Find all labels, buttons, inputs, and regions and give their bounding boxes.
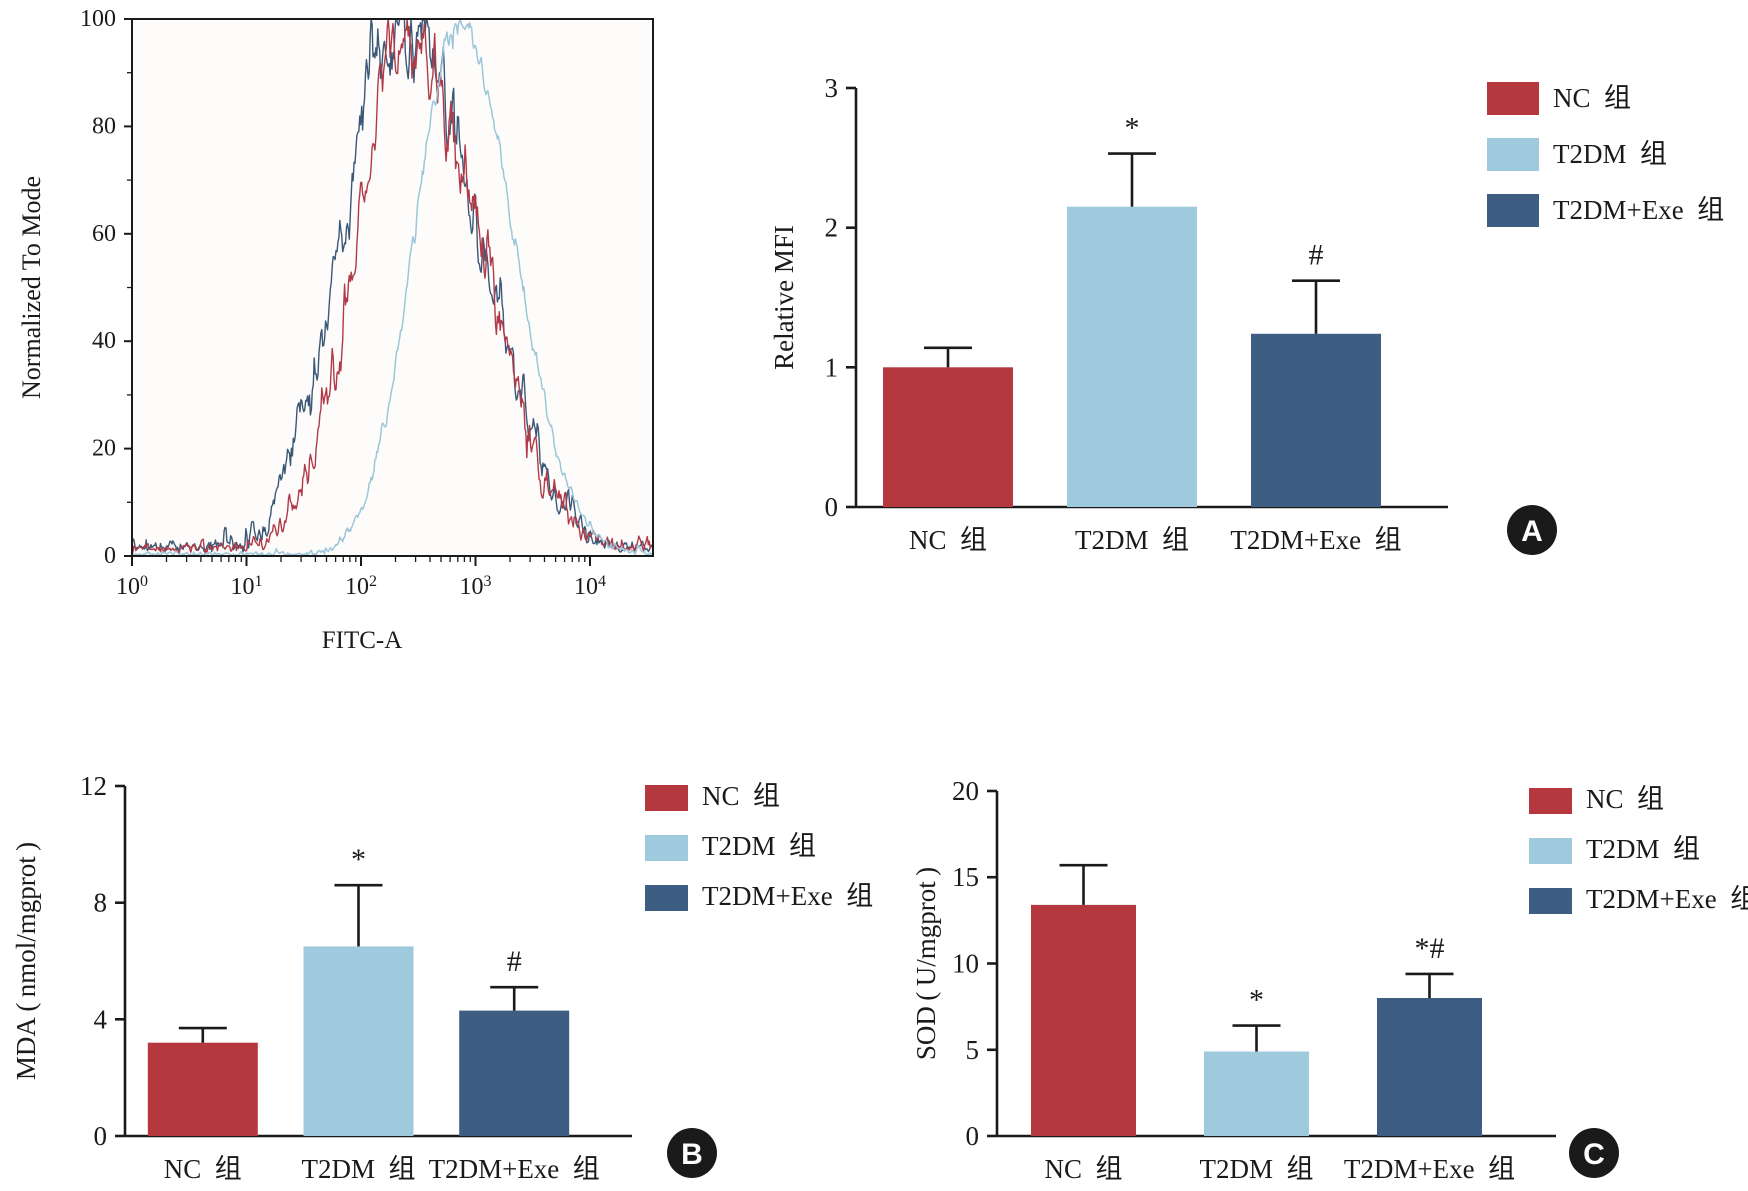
svg-text:0: 0 [94, 1121, 108, 1151]
svg-text:NC 组: NC 组 [702, 781, 780, 811]
svg-text:T2DM 组: T2DM 组 [1553, 139, 1667, 169]
svg-text:*: * [1249, 984, 1264, 1017]
svg-text:Relative MFI: Relative MFI [769, 225, 799, 370]
svg-text:3: 3 [825, 73, 839, 103]
svg-text:20: 20 [952, 776, 979, 806]
svg-text:0: 0 [825, 492, 839, 522]
svg-text:T2DM+Exe 组: T2DM+Exe 组 [1586, 884, 1748, 914]
svg-text:T2DM 组: T2DM 组 [1586, 834, 1700, 864]
svg-text:NC 组: NC 组 [1586, 784, 1664, 814]
svg-text:5: 5 [966, 1035, 980, 1065]
svg-text:#: # [1309, 239, 1324, 272]
svg-text:T2DM 组: T2DM 组 [302, 1154, 416, 1184]
svg-text:NC 组: NC 组 [164, 1154, 242, 1184]
svg-text:T2DM+Exe 组: T2DM+Exe 组 [1344, 1154, 1515, 1184]
svg-text:1: 1 [825, 352, 839, 382]
svg-text:T2DM+Exe 组: T2DM+Exe 组 [702, 881, 873, 911]
svg-text:4: 4 [94, 1004, 108, 1034]
svg-text:T2DM 组: T2DM 组 [1075, 525, 1189, 555]
svg-text:15: 15 [952, 862, 979, 892]
svg-text:T2DM+Exe 组: T2DM+Exe 组 [429, 1154, 600, 1184]
svg-text:NC 组: NC 组 [1044, 1154, 1122, 1184]
svg-text:B: B [681, 1138, 703, 1171]
svg-text:C: C [1583, 1138, 1605, 1171]
svg-text:12: 12 [80, 771, 107, 801]
svg-text:A: A [1521, 515, 1543, 548]
svg-text:T2DM 组: T2DM 组 [1200, 1154, 1314, 1184]
svg-text:#: # [507, 945, 522, 978]
svg-text:MDA ( nmol/mgprot ): MDA ( nmol/mgprot ) [11, 842, 41, 1080]
svg-text:T2DM+Exe 组: T2DM+Exe 组 [1553, 195, 1724, 225]
svg-text:*#: *# [1415, 932, 1445, 965]
svg-text:*: * [1125, 112, 1140, 145]
svg-text:8: 8 [94, 888, 108, 918]
svg-text:2: 2 [825, 213, 839, 243]
svg-text:0: 0 [966, 1121, 980, 1151]
svg-text:NC 组: NC 组 [1553, 83, 1631, 113]
svg-text:T2DM 组: T2DM 组 [702, 831, 816, 861]
svg-text:*: * [351, 843, 366, 876]
svg-text:T2DM+Exe 组: T2DM+Exe 组 [1230, 525, 1401, 555]
svg-text:NC 组: NC 组 [909, 525, 987, 555]
svg-text:SOD ( U/mgprot ): SOD ( U/mgprot ) [911, 867, 941, 1060]
svg-text:10: 10 [952, 949, 979, 979]
